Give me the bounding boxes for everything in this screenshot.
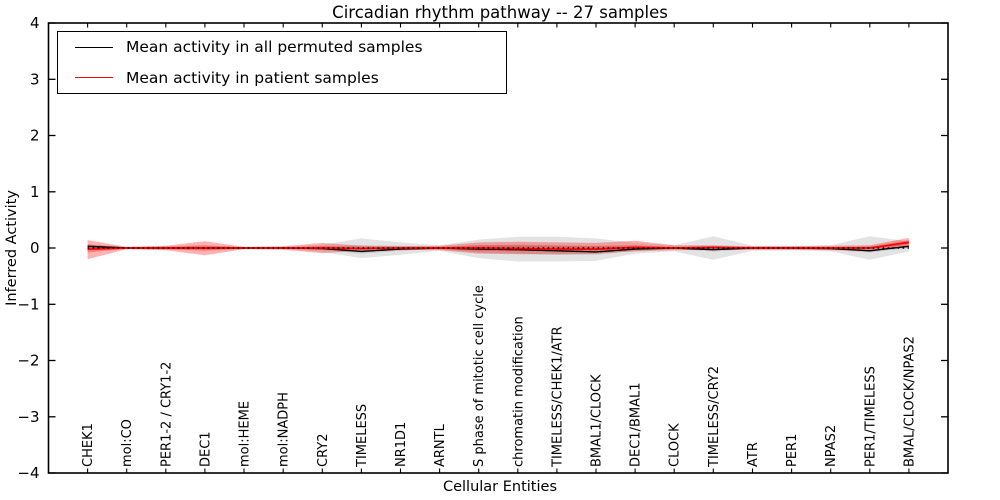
x-tick-label: TIMELESS [355,404,370,468]
permuted-line-swatch [75,46,113,48]
chart-title: Circadian rhythm pathway -- 27 samples [332,3,668,22]
x-tick-label: BMAL/CLOCK/NPAS2 [902,336,917,467]
y-tick-label: 4 [30,14,40,32]
x-tick-label: TIMELESS/CHEK1/ATR [550,326,565,468]
y-tick-label: 1 [30,183,40,201]
x-tick-label: PER1/TIMELESS [863,366,878,467]
y-tick-label: −2 [17,352,39,370]
y-tick-label: −1 [17,295,39,313]
x-tick-label: PER1 [785,434,800,467]
plot-frame [47,22,949,474]
legend-label-permuted: Mean activity in all permuted samples [126,38,423,57]
x-tick-label: mol:HEME [238,401,253,467]
x-tick-label: CLOCK [668,423,683,467]
y-tick-label: 3 [30,70,40,88]
legend-label-patient: Mean activity in patient samples [126,68,379,87]
legend: Mean activity in all permuted samples Me… [57,31,507,94]
x-tick-label: mol:NADPH [277,392,292,467]
x-tick-label: S phase of mitotic cell cycle [472,285,487,467]
patient-line-swatch [75,77,113,79]
legend-item-patient: Mean activity in patient samples [58,64,506,92]
x-tick-label: BMAL1/CLOCK [590,374,605,467]
x-tick-label: NR1D1 [394,422,409,467]
x-tick-label: mol:CO [120,419,135,467]
x-tick-label: CHEK1 [81,423,96,467]
y-tick-label: 2 [30,127,40,145]
y-tick-label: −3 [17,408,39,426]
y-axis-label: Inferred Activity [4,190,20,306]
x-tick-label: ATR [746,442,761,467]
x-tick-label: NPAS2 [824,425,839,467]
x-tick-label: DEC1 [198,431,213,467]
x-tick-label: DEC1/BMAL1 [629,383,644,468]
patient-band-inner [87,240,909,253]
y-tick-label: 0 [30,239,40,257]
x-tick-label: chromatin modification [511,316,526,467]
legend-item-permuted: Mean activity in all permuted samples [58,33,506,61]
x-tick-label: TIMELESS/CRY2 [707,366,722,468]
x-tick-label: PER1-2 / CRY1-2 [159,362,174,467]
x-axis-label: Cellular Entities [442,479,558,495]
y-tick-label: −4 [17,464,39,482]
x-tick-label: ARNTL [433,423,448,467]
x-tick-label: CRY2 [316,434,331,468]
